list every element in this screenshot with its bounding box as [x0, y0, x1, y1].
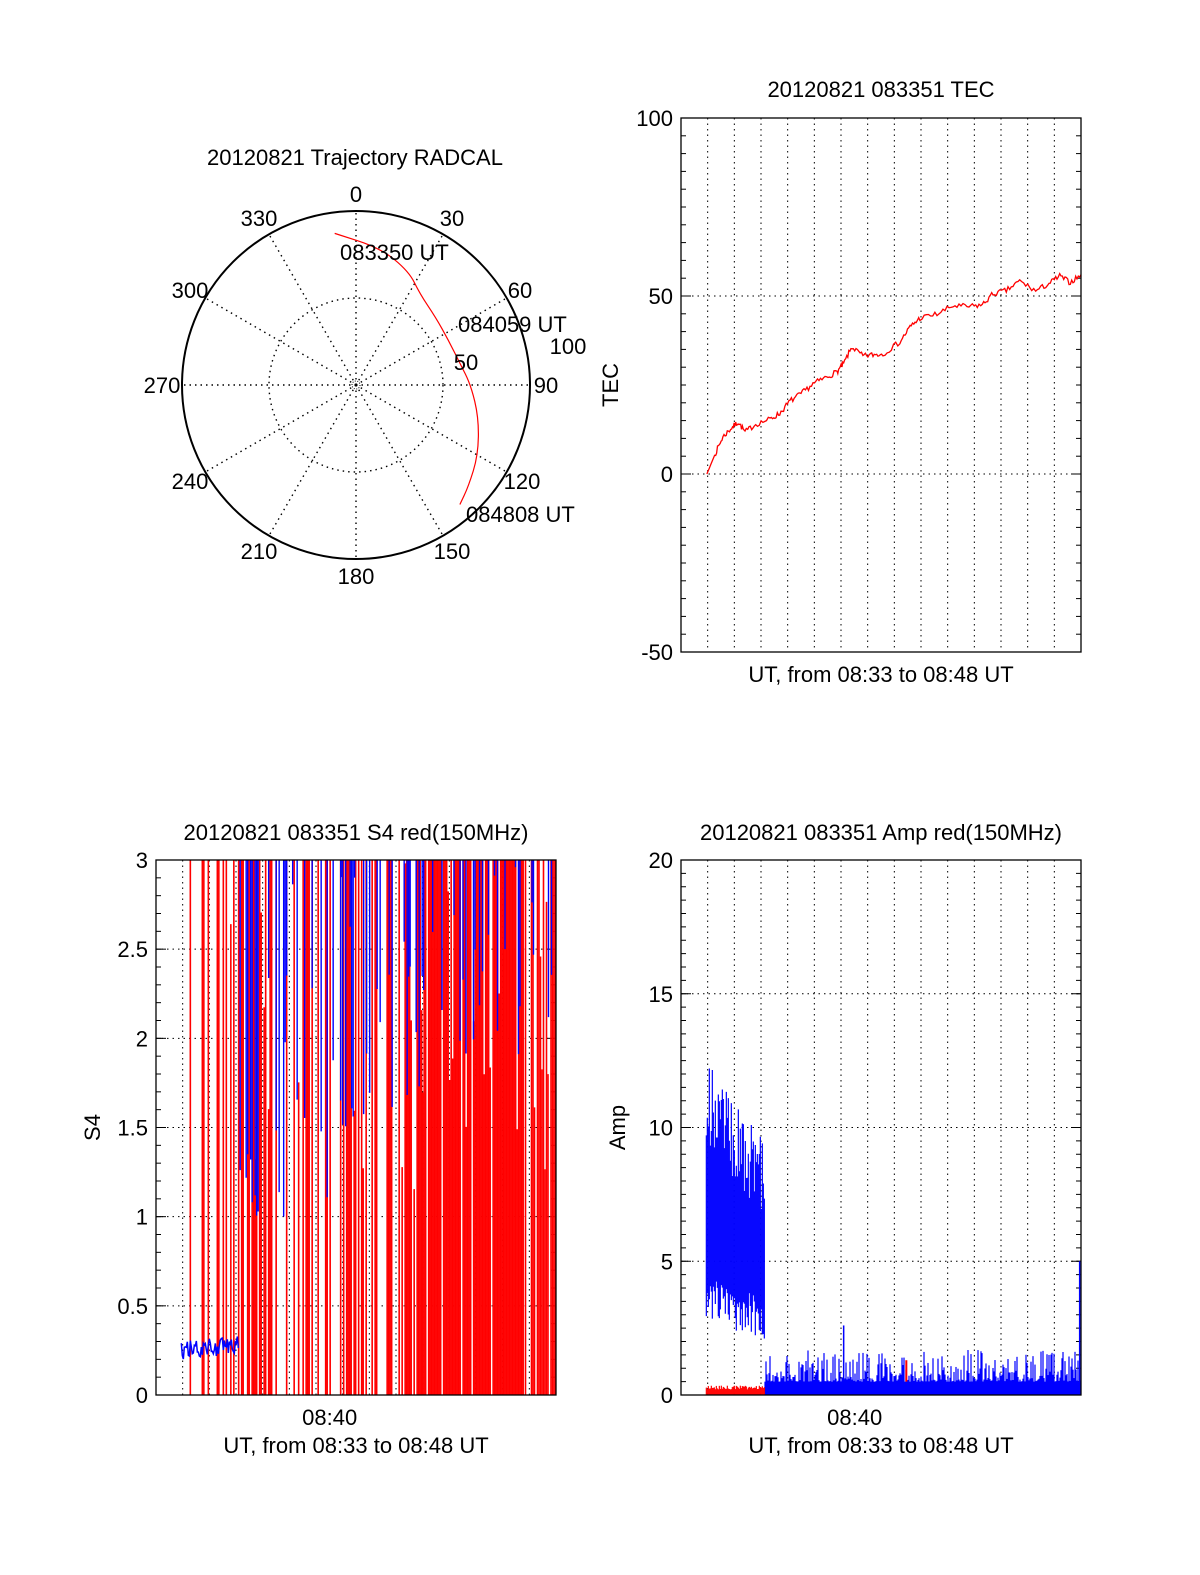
polar-spoke: [204, 384, 357, 473]
polar-angle-label: 270: [144, 373, 181, 398]
y-tick-label: 0: [661, 1383, 673, 1408]
plot-1: [680, 117, 1082, 653]
y-tick-label: 3: [136, 848, 148, 873]
y-tick-label: 0: [661, 462, 673, 487]
polar-angle-label: 0: [350, 182, 362, 207]
polar-angle-label: 300: [172, 278, 209, 303]
polar-spoke: [268, 384, 357, 537]
amp-blue-series: [705, 1068, 1081, 1395]
y-tick-label: 0: [136, 1383, 148, 1408]
polar-plot: [181, 210, 531, 560]
plot-title: 20120821 083351 Amp red(150MHz): [700, 820, 1062, 845]
s4-blue-series: [180, 860, 553, 1360]
polar-spoke: [355, 297, 508, 386]
polar-angle-label: 30: [440, 206, 464, 231]
trajectory-end-label: 084808 UT: [466, 502, 575, 527]
polar-angle-label: 180: [338, 564, 375, 589]
polar-radius-label: 50: [454, 350, 478, 375]
s4-blue-baseline: [180, 1336, 240, 1360]
plot-frame: [155, 859, 557, 1396]
x-axis-label: UT, from 08:33 to 08:48 UT: [223, 1433, 488, 1458]
polar-angle-label: 90: [534, 373, 558, 398]
y-tick-label: 2.5: [117, 937, 148, 962]
polar-angle-label: 330: [241, 206, 278, 231]
y-tick-label: 1.5: [117, 1116, 148, 1141]
x-axis-label: UT, from 08:33 to 08:48 UT: [748, 1433, 1013, 1458]
polar-angle-label: 120: [504, 469, 541, 494]
tec-series-line: [706, 272, 1082, 475]
y-tick-label: 20: [649, 848, 673, 873]
y-axis-label: S4: [80, 1114, 105, 1141]
y-tick-label: 1: [136, 1205, 148, 1230]
amp-red-series: [705, 1360, 908, 1395]
x-tick-label: 08:40: [827, 1405, 882, 1430]
polar-outer-circle: [181, 210, 531, 560]
y-tick-label: 0.5: [117, 1294, 148, 1319]
plot-2: [155, 859, 557, 1396]
y-tick-label: 15: [649, 982, 673, 1007]
polar-center-mark: [351, 380, 361, 390]
x-tick-label: 08:40: [302, 1405, 357, 1430]
polar-spoke: [355, 233, 444, 386]
y-tick-label: 5: [661, 1249, 673, 1274]
polar-grid-circle: [268, 297, 444, 473]
trajectory-line: [334, 232, 479, 505]
y-tick-label: 2: [136, 1026, 148, 1051]
polar-angle-label: 60: [508, 278, 532, 303]
y-tick-label: 100: [636, 106, 673, 131]
polar-spoke: [355, 384, 508, 473]
plot-frame: [680, 859, 1082, 1396]
plot-title: 20120821 083351 TEC: [767, 77, 994, 102]
polar-title: 20120821 Trajectory RADCAL: [207, 145, 503, 170]
x-axis-label: UT, from 08:33 to 08:48 UT: [748, 662, 1013, 687]
trajectory-start-label: 083350 UT: [340, 240, 449, 265]
polar-spoke: [204, 297, 357, 386]
polar-spoke: [268, 233, 357, 386]
plot-3: [680, 859, 1082, 1396]
plot-frame: [680, 117, 1082, 653]
y-tick-label: 50: [649, 284, 673, 309]
polar-angle-label: 210: [241, 539, 278, 564]
trajectory-mid-label: 084059 UT: [458, 312, 567, 337]
polar-angle-label: 240: [172, 469, 209, 494]
y-axis-label: TEC: [598, 363, 623, 407]
plot-title: 20120821 083351 S4 red(150MHz): [184, 820, 529, 845]
polar-spoke: [355, 384, 444, 537]
y-tick-label: -50: [641, 640, 673, 665]
polar-radius-label: 100: [550, 334, 587, 359]
polar-angle-label: 150: [434, 539, 471, 564]
y-axis-label: Amp: [605, 1105, 630, 1150]
y-tick-label: 10: [649, 1116, 673, 1141]
